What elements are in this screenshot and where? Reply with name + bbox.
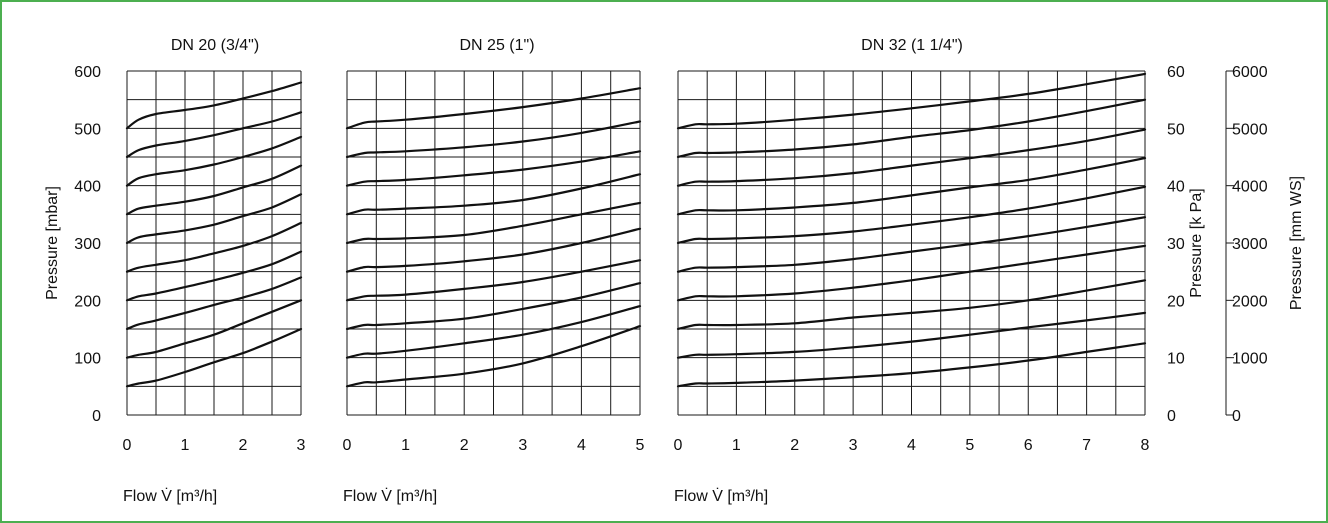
x-tick-label: 1: [181, 437, 190, 454]
x-tick-label: 5: [965, 437, 974, 454]
x-tick-label: 1: [732, 437, 741, 454]
series-line-2-2: [676, 279, 1147, 331]
x-axis-label: Flow V̇ [m³/h]: [343, 487, 437, 505]
y-right-kpa-tick-label: 50: [1167, 121, 1185, 138]
y-right-mmws-tick-label: 5000: [1232, 121, 1268, 138]
x-axis-label: Flow V̇ [m³/h]: [674, 487, 768, 505]
y-right-kpa-tick-label: 30: [1167, 236, 1185, 253]
y-right-mmws-axis-label: Pressure [mm WS]: [1288, 176, 1305, 310]
y-tick-label: 600: [74, 64, 101, 81]
series-line-0-5: [125, 193, 303, 245]
x-tick-label: 2: [790, 437, 799, 454]
x-tick-label: 0: [123, 437, 132, 454]
x-axis-label: Flow V̇ [m³/h]: [123, 487, 217, 505]
chart-panel-0: [125, 70, 303, 416]
y-tick-label: 0: [92, 408, 101, 425]
y-right-mmws-tick-label: 4000: [1232, 179, 1268, 196]
series-line-1-6: [345, 173, 642, 216]
y-tick-label: 100: [74, 351, 101, 368]
y-right-mmws-tick-label: 0: [1232, 408, 1241, 425]
y-right-kpa-tick-label: 40: [1167, 179, 1185, 196]
x-tick-label: 5: [636, 437, 645, 454]
series-line-0-8: [125, 111, 303, 159]
y-tick-label: 200: [74, 293, 101, 310]
x-tick-label: 7: [1082, 437, 1091, 454]
series-line-0-3: [125, 250, 303, 302]
chart-title-1: DN 25 (1"): [459, 37, 534, 54]
y-right-kpa-tick-label: 10: [1167, 351, 1185, 368]
series-line-0-9: [125, 81, 303, 130]
series-line-2-3: [676, 244, 1147, 302]
series-line-0-6: [125, 164, 303, 216]
y-tick-label: 500: [74, 121, 101, 138]
chart-panel-2: [676, 70, 1147, 416]
x-tick-label: 4: [907, 437, 916, 454]
y-right-mmws-tick-label: 6000: [1232, 64, 1268, 81]
y-right-mmws-tick-label: 1000: [1232, 351, 1268, 368]
series-line-2-9: [676, 72, 1147, 130]
series-line-1-1: [345, 305, 642, 359]
x-tick-label: 2: [460, 437, 469, 454]
series-line-2-0: [676, 342, 1147, 388]
series-line-2-6: [676, 157, 1147, 216]
x-tick-label: 2: [239, 437, 248, 454]
y-right-kpa-tick-label: 0: [1167, 408, 1176, 425]
y-tick-label: 300: [74, 236, 101, 253]
x-tick-label: 3: [518, 437, 527, 454]
chart-title-2: DN 32 (1 1/4"): [861, 37, 963, 54]
y-right-kpa-tick-label: 20: [1167, 293, 1185, 310]
series-line-2-1: [676, 311, 1147, 359]
y-tick-label: 400: [74, 179, 101, 196]
y-right-mmws-tick-label: 2000: [1232, 293, 1268, 310]
series-line-1-7: [345, 150, 642, 187]
series-line-1-5: [345, 201, 642, 245]
series-line-2-7: [676, 128, 1147, 187]
series-line-0-7: [125, 135, 303, 187]
series-line-1-9: [345, 87, 642, 130]
y-right-mmws-tick-label: 3000: [1232, 236, 1268, 253]
chart-title-0: DN 20 (3/4"): [171, 37, 259, 54]
x-tick-label: 3: [297, 437, 306, 454]
y-right-kpa-axis-label: Pressure [k Pa]: [1188, 188, 1205, 297]
chart-panel-1: [345, 70, 642, 416]
x-tick-label: 6: [1024, 437, 1033, 454]
x-tick-label: 4: [577, 437, 586, 454]
x-tick-label: 1: [401, 437, 410, 454]
series-line-1-3: [345, 259, 642, 302]
series-line-2-8: [676, 98, 1147, 159]
series-line-1-0: [345, 325, 642, 388]
series-line-1-8: [345, 120, 642, 159]
series-line-2-5: [676, 185, 1147, 245]
series-line-0-1: [125, 299, 303, 359]
series-line-0-0: [125, 327, 303, 388]
x-tick-label: 3: [849, 437, 858, 454]
series-line-0-2: [125, 276, 303, 331]
x-tick-label: 0: [343, 437, 352, 454]
y-right-kpa-tick-label: 60: [1167, 64, 1185, 81]
series-line-0-4: [125, 221, 303, 273]
series-line-1-4: [345, 227, 642, 273]
x-tick-label: 0: [674, 437, 683, 454]
x-tick-label: 8: [1141, 437, 1150, 454]
series-line-1-2: [345, 282, 642, 331]
y-axis-label: Pressure [mbar]: [44, 186, 61, 300]
series-line-2-4: [676, 216, 1147, 273]
